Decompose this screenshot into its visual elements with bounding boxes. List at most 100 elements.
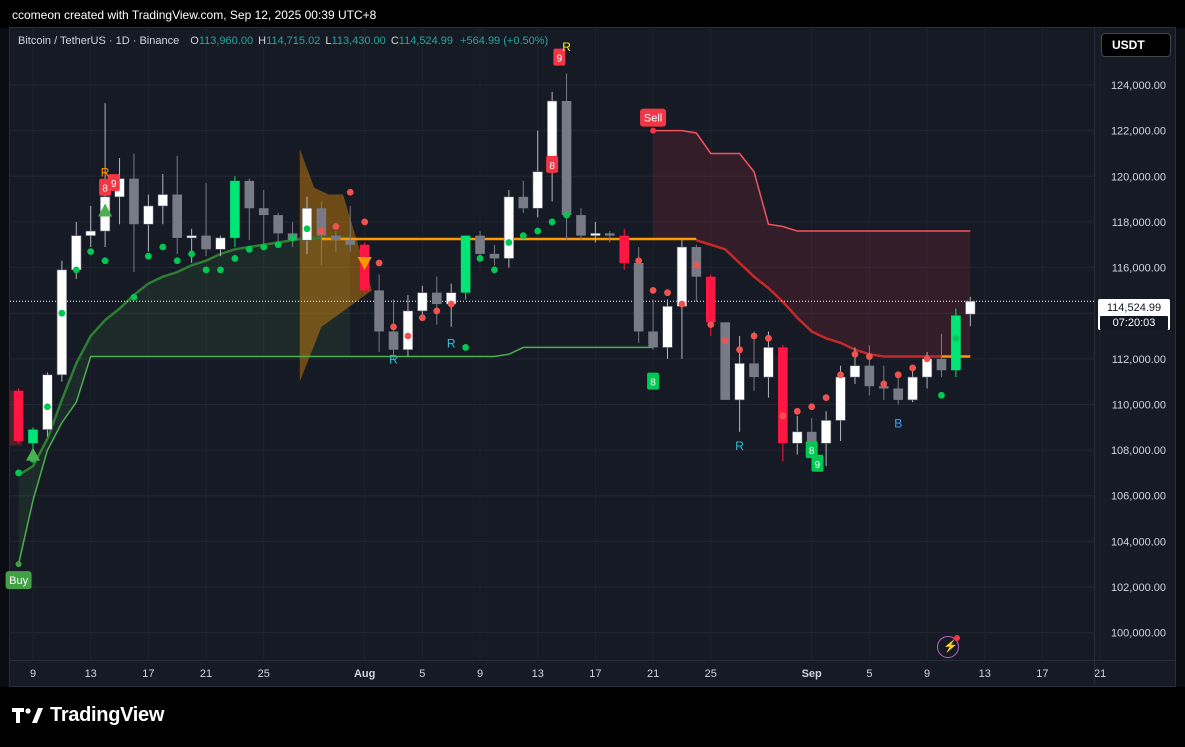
candle-body bbox=[201, 235, 211, 250]
signal-dot bbox=[188, 250, 196, 258]
count-label-box bbox=[647, 372, 660, 390]
candle-body bbox=[619, 235, 630, 264]
footer-bar bbox=[0, 687, 1185, 747]
signal-dot bbox=[375, 259, 383, 267]
signal-dot bbox=[260, 243, 268, 251]
buy-label-dot bbox=[15, 561, 22, 568]
notification-dot bbox=[954, 635, 960, 641]
signal-letter-label: B bbox=[894, 416, 902, 430]
candle-body bbox=[71, 235, 82, 271]
count-label-box bbox=[553, 48, 566, 66]
signal-dot bbox=[303, 225, 311, 233]
time-tick-label: 17 bbox=[589, 668, 601, 680]
time-tick-label: Aug bbox=[354, 668, 375, 680]
bolt-icon: ⚡ bbox=[943, 639, 958, 653]
candle-body bbox=[42, 374, 53, 430]
candle-body bbox=[301, 207, 313, 241]
count-label-box bbox=[546, 155, 559, 173]
signal-triangle bbox=[26, 447, 41, 461]
signal-dot bbox=[58, 309, 66, 317]
candle-body bbox=[951, 315, 961, 371]
signal-dot bbox=[894, 371, 902, 379]
bar-countdown: 07:20:03 bbox=[1100, 316, 1168, 330]
tradingview-logo[interactable]: TradingView bbox=[12, 704, 164, 727]
candle-body bbox=[720, 322, 730, 400]
price-axis-divider bbox=[1094, 28, 1095, 686]
candle-body bbox=[518, 196, 529, 209]
signal-dot bbox=[664, 289, 671, 297]
high-value: 114,715.02 bbox=[266, 35, 321, 47]
grid-lines bbox=[10, 28, 1101, 660]
candle-body bbox=[590, 233, 601, 236]
buy-label-box bbox=[5, 571, 32, 590]
alert-bolt-button[interactable]: ⚡ bbox=[937, 635, 960, 658]
green-stop-line bbox=[17, 346, 654, 565]
candle-body bbox=[605, 233, 615, 236]
signal-dot bbox=[534, 227, 542, 235]
candle-body bbox=[475, 235, 485, 254]
signal-dot bbox=[865, 353, 873, 360]
candle-body bbox=[273, 215, 283, 234]
signal-dot bbox=[361, 218, 369, 226]
candle-body bbox=[821, 420, 832, 444]
signal-dot bbox=[390, 323, 397, 331]
candle-body bbox=[316, 208, 327, 236]
count-label-text: 8 bbox=[102, 184, 108, 195]
candle-body bbox=[936, 358, 947, 371]
symbol-legend[interactable]: Bitcoin / TetherUS · 1D · Binance O113,9… bbox=[18, 35, 548, 47]
signal-dot bbox=[15, 469, 22, 477]
time-tick-label: 21 bbox=[1094, 668, 1106, 680]
close-label: C bbox=[390, 35, 399, 47]
signal-dot bbox=[505, 239, 513, 246]
candle-body bbox=[561, 101, 572, 216]
time-axis: 9 13 17 21 25 Aug 5 9 13 17 21 25 Sep 5 9 13 17 21 bbox=[30, 668, 1106, 680]
signal-dot bbox=[173, 257, 181, 265]
price-tick-label: 120,000.00 bbox=[1111, 171, 1166, 183]
signal-dot bbox=[563, 211, 570, 219]
count-label-text: 9 bbox=[111, 179, 117, 190]
signal-triangle bbox=[357, 257, 372, 271]
candle-body bbox=[749, 363, 759, 378]
signal-dot bbox=[202, 266, 210, 274]
signal-dot bbox=[649, 286, 657, 294]
candle-body bbox=[734, 363, 745, 401]
zones-layer bbox=[10, 130, 971, 565]
price-axis: 100,000.00 102,000.00 104,000.00 106,000.00… bbox=[1111, 80, 1166, 640]
signal-dot bbox=[289, 234, 296, 242]
signal-dot bbox=[736, 346, 743, 354]
signal-dot bbox=[923, 355, 931, 363]
last-price-tag: 114,524.99 07:20:03 bbox=[1098, 299, 1170, 330]
signal-dot bbox=[332, 223, 340, 230]
price-tick-label: 102,000.00 bbox=[1111, 582, 1166, 594]
currency-button[interactable]: USDT bbox=[1101, 33, 1171, 57]
candle-body bbox=[864, 365, 875, 387]
candle-body bbox=[849, 365, 861, 378]
time-tick-label: 13 bbox=[979, 668, 991, 680]
symbol-title[interactable]: Bitcoin / TetherUS · 1D · Binance bbox=[18, 35, 180, 47]
count-label-box bbox=[107, 174, 120, 192]
candle-body bbox=[503, 196, 514, 259]
price-tick-label: 110,000.00 bbox=[1112, 399, 1166, 411]
signal-dot bbox=[909, 364, 917, 372]
count-label-text: 9 bbox=[557, 54, 563, 65]
time-tick-label: 25 bbox=[258, 668, 270, 680]
time-tick-label: Sep bbox=[802, 668, 822, 680]
time-tick-label: 9 bbox=[30, 668, 36, 680]
signal-dot bbox=[880, 380, 888, 388]
candle-body bbox=[157, 194, 168, 207]
candle-body bbox=[215, 237, 226, 250]
time-tick-label: 25 bbox=[705, 668, 717, 680]
signal-dot bbox=[491, 266, 498, 274]
count-label-box bbox=[805, 441, 818, 459]
sell-label-text: Sell bbox=[644, 113, 662, 125]
signal-dot bbox=[765, 334, 772, 342]
sell-zone-fill bbox=[653, 130, 971, 357]
candle-body bbox=[778, 347, 788, 444]
signal-dot bbox=[519, 232, 527, 240]
signal-dot bbox=[476, 255, 484, 262]
count-label-text: 8 bbox=[549, 161, 555, 172]
sell-label-dot bbox=[650, 127, 657, 134]
candle-body bbox=[893, 388, 904, 400]
